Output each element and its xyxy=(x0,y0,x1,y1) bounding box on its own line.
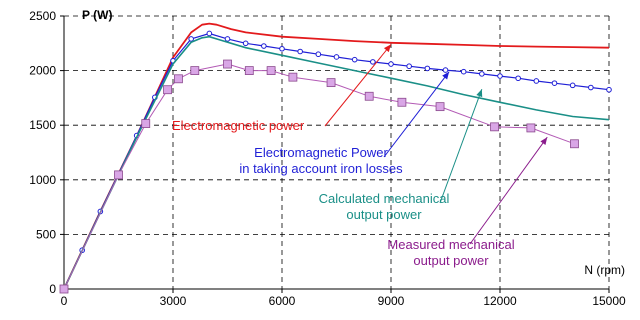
series-4-point xyxy=(141,119,151,128)
y-tick-label: 1000 xyxy=(29,173,56,187)
annotation-label: output power xyxy=(413,253,489,268)
y-axis-label: P (W) xyxy=(82,8,112,22)
annotation-arrow xyxy=(383,71,450,158)
series-2-point xyxy=(242,40,249,47)
annotation-label: output power xyxy=(346,207,422,222)
annotations-group: Electromagnetic power Electromagnetic Pow… xyxy=(172,44,548,268)
series-4-point xyxy=(526,123,536,133)
y-tick-label: 0 xyxy=(49,282,56,296)
series-2-point xyxy=(279,45,285,52)
series-4-point xyxy=(490,122,499,132)
series-2-point xyxy=(315,51,322,58)
series-1-line xyxy=(63,22,610,290)
series-4-point xyxy=(288,72,298,82)
annotation-arrowhead xyxy=(383,44,391,53)
series-2-point xyxy=(497,73,503,79)
series-2-point xyxy=(551,80,558,86)
x-tick-label: 3000 xyxy=(160,294,187,308)
series-2-point xyxy=(479,71,485,77)
series-2-point xyxy=(351,56,358,63)
series-4-line xyxy=(63,63,575,290)
annotation-arrowhead xyxy=(540,137,548,146)
annotation-label: Calculated mechanical xyxy=(319,191,450,206)
series-2-point xyxy=(515,75,521,82)
series-4-point xyxy=(223,59,232,69)
series-2-point xyxy=(424,65,431,72)
series-2-point xyxy=(370,59,376,65)
series-4-point xyxy=(397,97,407,107)
annotation-arrow xyxy=(469,136,548,245)
y-tick-label: 500 xyxy=(36,227,56,241)
series-4-point xyxy=(190,66,200,75)
series-2-point xyxy=(460,68,467,75)
y-tick-label: 2000 xyxy=(29,64,56,78)
series-3-line xyxy=(63,35,610,290)
x-tick-label: 6000 xyxy=(269,294,296,308)
series-2-point xyxy=(442,67,449,73)
series-4-point xyxy=(326,78,336,88)
series-2-point xyxy=(333,54,340,60)
annotation-label: Electromagnetic power xyxy=(172,118,305,133)
series-2-point xyxy=(588,84,594,91)
annotation-label: Electromagnetic Power xyxy=(254,145,388,160)
annotation-arrow xyxy=(439,88,483,204)
annotation-label: in taking account iron losses xyxy=(239,161,403,176)
tick-labels: 0 500 1000 1500 2000 2500 0 3000 6000 9000 12000 15… xyxy=(29,9,626,308)
series-2-point xyxy=(533,78,540,84)
series-4-point xyxy=(435,102,445,112)
series-2-point xyxy=(188,36,194,42)
series-2-point xyxy=(406,63,412,70)
series-2-point xyxy=(261,43,267,49)
x-tick-label: 12000 xyxy=(483,294,517,308)
series-2-point xyxy=(206,30,213,37)
x-tick-label: 9000 xyxy=(378,294,405,308)
series-4-point xyxy=(244,66,254,75)
series-4-point xyxy=(174,74,183,84)
annotation-arrowhead xyxy=(476,89,483,98)
series-4-point xyxy=(163,85,172,95)
annotation-label: Measured mechanical xyxy=(387,237,514,252)
series-2-point xyxy=(224,36,231,42)
series-4-point xyxy=(59,284,69,294)
x-tick-label: 0 xyxy=(61,294,68,308)
series-group xyxy=(59,22,612,294)
x-axis-label: N (rpm) xyxy=(584,263,625,277)
series-4-point xyxy=(114,170,123,180)
series-4-point xyxy=(266,66,276,75)
x-tick-label: 15000 xyxy=(592,294,626,308)
series-2-point xyxy=(297,48,303,55)
annotation-arrowhead xyxy=(442,71,450,80)
series-2-point xyxy=(606,86,612,93)
series-4-point xyxy=(570,139,579,149)
series-4-point xyxy=(364,91,374,101)
y-tick-label: 1500 xyxy=(29,118,56,132)
y-tick-label: 2500 xyxy=(29,9,56,23)
series-2-point xyxy=(569,82,576,89)
series-2-point xyxy=(388,61,394,67)
annotation-arrow xyxy=(324,44,392,127)
